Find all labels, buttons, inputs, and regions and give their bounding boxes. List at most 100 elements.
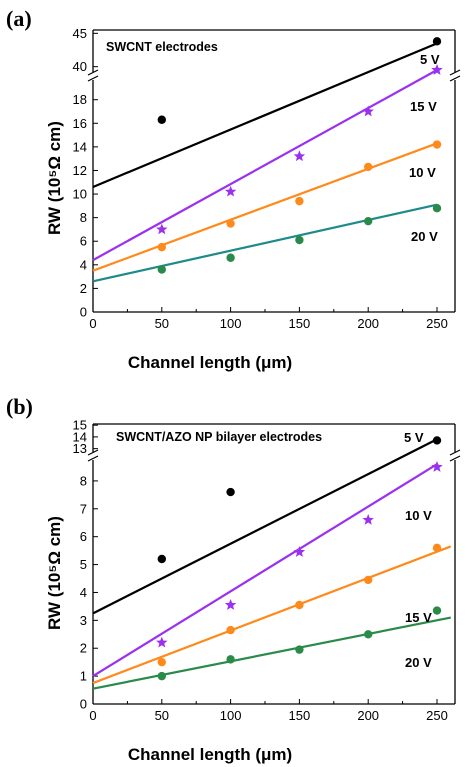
panel-b-point-5v	[432, 436, 442, 445]
panel-b-point-15v	[226, 625, 235, 635]
panel-a-y-tick-label: 40	[73, 59, 87, 74]
panel-b-point-15v	[364, 575, 373, 585]
panel-a-y-tick-label: 18	[73, 92, 87, 107]
panel-b-x-tick-label: 200	[357, 708, 379, 723]
panel-b-break-slash	[87, 455, 99, 462]
panel-a: (a) SWCNT electrodes Channel length (μm)…	[6, 6, 461, 372]
panel-b-fit-line-5v	[92, 438, 438, 615]
panel-a-fit-line-10v	[92, 142, 438, 272]
panel-b-point-5v	[157, 554, 166, 564]
panel-b-y-tick-label: 0	[80, 697, 87, 712]
panel-a-point-20v	[364, 216, 373, 226]
panel-b-series-label-5v: 5 V	[404, 430, 424, 445]
panel-a-series-label-20v: 20 V	[411, 229, 438, 244]
panel-b-fit-line-20v	[92, 616, 451, 690]
panel-b-y-tick-label: 8	[80, 473, 87, 488]
panel-b-point-20v	[157, 671, 166, 681]
panel-a-x-tick-label: 100	[220, 316, 242, 331]
panel-a-point-10v	[157, 242, 166, 252]
panel-a-point-5v	[157, 115, 166, 124]
panel-a-break-gap-left	[87, 72, 99, 80]
panel-a-y-tick-label: 0	[80, 305, 87, 320]
panel-b-point-10v	[156, 636, 168, 648]
panel-a-point-20v	[295, 235, 304, 245]
panel-b: (b) SWCNT/AZO NP bilayer electrodes Chan…	[6, 394, 461, 764]
panel-a-point-15v	[362, 105, 374, 117]
panel-a-y-tick-label: 16	[73, 116, 87, 131]
panel-a-break-slash	[449, 75, 461, 82]
panel-a-point-10v	[295, 196, 304, 206]
panel-b-y-tick-label: 15	[73, 418, 87, 433]
panel-label-a: (a)	[6, 6, 32, 31]
panel-a-plot-layer: 0 50 100 150 200 250 0 2 4 6 8 10 12 14 16 18 40 45 5 V 15 …	[73, 26, 461, 331]
panel-a-x-axis-title: Channel length (μm)	[128, 353, 292, 372]
panel-b-point-10v	[293, 546, 306, 557]
panel-a-y-axis-title: RW (10⁵Ω cm)	[45, 121, 64, 235]
panel-b-y-tick-label: 1	[80, 669, 87, 684]
panel-b-break-slash	[87, 449, 99, 456]
panel-a-point-20v	[432, 204, 442, 213]
panel-b-x-axis-title: Channel length (μm)	[128, 745, 292, 764]
panel-a-point-20v	[226, 253, 235, 262]
panel-a-y-tick-label: 10	[73, 187, 87, 202]
panel-a-break-slash	[87, 69, 99, 76]
panel-b-y-tick-label: 2	[80, 641, 87, 656]
panel-a-y-tick-label: 45	[73, 26, 87, 41]
panel-b-y-tick-label: 7	[80, 501, 87, 516]
panel-b-point-5v	[226, 487, 235, 497]
panel-a-series-label-10v: 10 V	[409, 165, 436, 180]
panel-b-series-label-10v: 10 V	[405, 508, 432, 523]
panel-a-y-tick-label: 4	[80, 257, 87, 272]
panel-a-point-20v	[157, 265, 166, 274]
panel-b-point-20v	[226, 655, 235, 664]
panel-a-point-10v	[432, 140, 442, 149]
panel-b-point-15v	[157, 657, 166, 667]
panel-a-point-15v	[293, 150, 306, 162]
panel-a-series-label-15v: 15 V	[410, 99, 437, 114]
panel-b-break-gap-left	[87, 452, 99, 460]
panel-b-y-tick-label: 3	[80, 613, 87, 628]
panel-a-y-tick-label: 8	[80, 210, 87, 225]
panel-a-x-tick-label: 250	[426, 316, 448, 331]
panel-a-x-tick-label: 50	[155, 316, 169, 331]
panel-b-break-slash	[449, 455, 461, 462]
panel-b-x-tick-label: 250	[426, 708, 448, 723]
panel-a-x-tick-label: 0	[89, 316, 96, 331]
panel-a-y-tick-label: 12	[73, 163, 87, 178]
panel-a-point-15v	[156, 223, 168, 235]
panel-b-point-20v	[295, 645, 304, 654]
panel-b-series-label-20v: 20 V	[405, 655, 432, 670]
panel-a-break-slash	[87, 75, 99, 82]
panel-b-point-20v	[432, 606, 442, 615]
panel-a-fit-line-15v	[92, 69, 438, 262]
panel-a-series-label-5v: 5 V	[420, 52, 440, 67]
panel-a-point-15v	[224, 185, 237, 197]
panel-b-y-tick-label: 6	[80, 529, 87, 544]
panel-a-fit-line-5v	[92, 42, 438, 188]
panel-b-x-tick-label: 50	[155, 708, 169, 723]
panel-b-x-tick-label: 150	[289, 708, 311, 723]
panel-a-point-10v	[226, 219, 235, 228]
panel-b-y-tick-label: 13	[73, 441, 87, 456]
panel-a-break-gap-right	[449, 72, 461, 80]
panel-a-title: SWCNT electrodes	[106, 40, 218, 54]
panel-b-x-tick-label: 0	[89, 708, 96, 723]
panel-b-y-axis-title: RW (10⁵Ω cm)	[45, 516, 64, 630]
panel-a-point-10v	[364, 162, 373, 172]
panel-b-fit-line-15v	[92, 545, 452, 685]
panel-a-y-tick-label: 2	[80, 281, 87, 296]
panel-a-fit-line-20v	[92, 203, 438, 283]
panel-a-x-tick-label: 200	[357, 316, 379, 331]
panel-b-x-tick-label: 100	[220, 708, 242, 723]
panel-b-point-20v	[364, 630, 373, 639]
panel-a-y-tick-label: 6	[80, 234, 87, 249]
panel-b-series-label-15v: 15 V	[405, 610, 432, 625]
panel-b-y-tick-label: 4	[80, 585, 87, 600]
panel-b-y-tick-label: 5	[80, 557, 87, 572]
panel-a-point-15v	[431, 64, 443, 75]
panel-a-x-tick-label: 150	[289, 316, 311, 331]
panel-b-title: SWCNT/AZO NP bilayer electrodes	[116, 430, 322, 444]
panel-b-fit-line-10v	[92, 463, 438, 678]
